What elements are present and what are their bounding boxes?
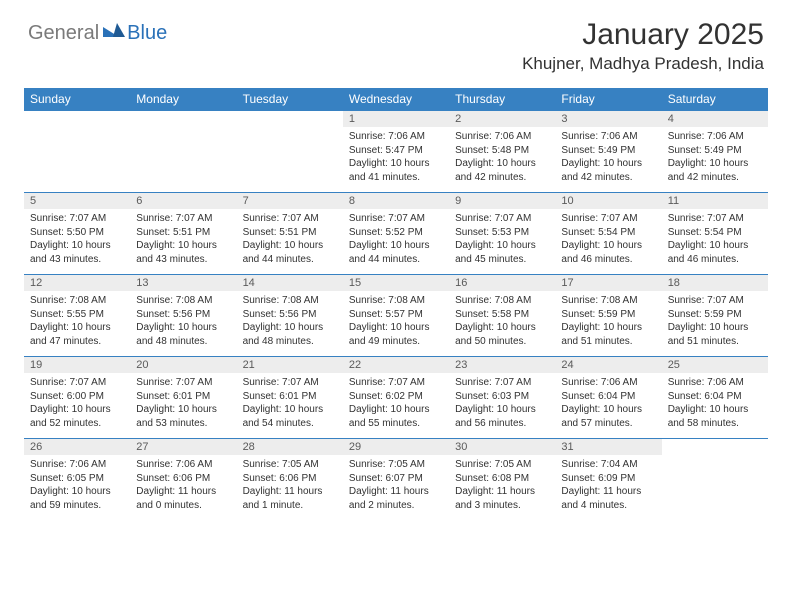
day-info-cell: Sunrise: 7:07 AMSunset: 6:01 PMDaylight:… <box>237 373 343 439</box>
day-number-cell: 8 <box>343 193 449 210</box>
col-friday: Friday <box>555 88 661 111</box>
calendar-table: Sunday Monday Tuesday Wednesday Thursday… <box>24 88 768 520</box>
day-info-cell: Sunrise: 7:08 AMSunset: 5:59 PMDaylight:… <box>555 291 661 357</box>
day-info-cell: Sunrise: 7:08 AMSunset: 5:57 PMDaylight:… <box>343 291 449 357</box>
day-info-cell: Sunrise: 7:07 AMSunset: 6:02 PMDaylight:… <box>343 373 449 439</box>
day-info-cell: Sunrise: 7:07 AMSunset: 5:51 PMDaylight:… <box>130 209 236 275</box>
day-info-cell: Sunrise: 7:06 AMSunset: 6:04 PMDaylight:… <box>555 373 661 439</box>
day-number-cell: 13 <box>130 275 236 292</box>
day-number-cell: 16 <box>449 275 555 292</box>
col-tuesday: Tuesday <box>237 88 343 111</box>
day-info-cell: Sunrise: 7:06 AMSunset: 6:05 PMDaylight:… <box>24 455 130 520</box>
day-number-cell: 28 <box>237 439 343 456</box>
day-number-cell: 1 <box>343 111 449 128</box>
day-info-cell: Sunrise: 7:04 AMSunset: 6:09 PMDaylight:… <box>555 455 661 520</box>
day-number-cell: 24 <box>555 357 661 374</box>
day-number-row: 12131415161718 <box>24 275 768 292</box>
day-info-cell: Sunrise: 7:06 AMSunset: 5:49 PMDaylight:… <box>555 127 661 193</box>
day-number-row: 19202122232425 <box>24 357 768 374</box>
day-info-cell: Sunrise: 7:07 AMSunset: 5:59 PMDaylight:… <box>662 291 768 357</box>
day-info-row: Sunrise: 7:07 AMSunset: 6:00 PMDaylight:… <box>24 373 768 439</box>
day-info-cell: Sunrise: 7:06 AMSunset: 5:49 PMDaylight:… <box>662 127 768 193</box>
title-block: January 2025 Khujner, Madhya Pradesh, In… <box>522 18 764 74</box>
brand-part1: General <box>28 22 99 45</box>
day-number-cell: 17 <box>555 275 661 292</box>
day-number-cell: 22 <box>343 357 449 374</box>
day-info-cell <box>130 127 236 193</box>
day-info-cell <box>237 127 343 193</box>
day-info-cell: Sunrise: 7:07 AMSunset: 5:54 PMDaylight:… <box>662 209 768 275</box>
brand-part2: Blue <box>127 22 167 45</box>
location-subtitle: Khujner, Madhya Pradesh, India <box>522 54 764 74</box>
day-number-cell: 27 <box>130 439 236 456</box>
day-info-cell: Sunrise: 7:05 AMSunset: 6:06 PMDaylight:… <box>237 455 343 520</box>
col-sunday: Sunday <box>24 88 130 111</box>
day-number-cell: 23 <box>449 357 555 374</box>
day-number-cell: 5 <box>24 193 130 210</box>
day-number-row: 567891011 <box>24 193 768 210</box>
day-number-cell: 26 <box>24 439 130 456</box>
day-number-cell: 3 <box>555 111 661 128</box>
day-number-cell: 19 <box>24 357 130 374</box>
day-info-cell: Sunrise: 7:07 AMSunset: 5:54 PMDaylight:… <box>555 209 661 275</box>
day-info-cell: Sunrise: 7:06 AMSunset: 5:48 PMDaylight:… <box>449 127 555 193</box>
month-title: January 2025 <box>522 18 764 52</box>
day-number-cell: 14 <box>237 275 343 292</box>
day-number-cell <box>24 111 130 128</box>
weekday-header-row: Sunday Monday Tuesday Wednesday Thursday… <box>24 88 768 111</box>
day-number-cell: 4 <box>662 111 768 128</box>
day-info-row: Sunrise: 7:08 AMSunset: 5:55 PMDaylight:… <box>24 291 768 357</box>
col-thursday: Thursday <box>449 88 555 111</box>
day-number-cell: 15 <box>343 275 449 292</box>
day-info-cell: Sunrise: 7:08 AMSunset: 5:58 PMDaylight:… <box>449 291 555 357</box>
day-info-cell <box>24 127 130 193</box>
day-info-cell: Sunrise: 7:08 AMSunset: 5:55 PMDaylight:… <box>24 291 130 357</box>
day-info-cell: Sunrise: 7:07 AMSunset: 5:52 PMDaylight:… <box>343 209 449 275</box>
day-number-cell <box>130 111 236 128</box>
day-number-cell: 18 <box>662 275 768 292</box>
day-info-cell: Sunrise: 7:06 AMSunset: 6:04 PMDaylight:… <box>662 373 768 439</box>
day-number-cell: 31 <box>555 439 661 456</box>
day-info-cell: Sunrise: 7:07 AMSunset: 6:03 PMDaylight:… <box>449 373 555 439</box>
day-number-cell: 9 <box>449 193 555 210</box>
day-number-cell: 25 <box>662 357 768 374</box>
day-info-cell: Sunrise: 7:08 AMSunset: 5:56 PMDaylight:… <box>130 291 236 357</box>
brand-icon <box>103 23 125 44</box>
col-monday: Monday <box>130 88 236 111</box>
col-saturday: Saturday <box>662 88 768 111</box>
page-header: General Blue January 2025 Khujner, Madhy… <box>0 0 792 78</box>
day-info-cell: Sunrise: 7:07 AMSunset: 6:01 PMDaylight:… <box>130 373 236 439</box>
day-number-cell: 10 <box>555 193 661 210</box>
day-info-cell: Sunrise: 7:07 AMSunset: 5:53 PMDaylight:… <box>449 209 555 275</box>
brand-logo: General Blue <box>28 22 167 45</box>
day-info-cell: Sunrise: 7:07 AMSunset: 5:51 PMDaylight:… <box>237 209 343 275</box>
day-number-cell: 30 <box>449 439 555 456</box>
day-info-row: Sunrise: 7:07 AMSunset: 5:50 PMDaylight:… <box>24 209 768 275</box>
day-number-cell: 2 <box>449 111 555 128</box>
day-number-cell: 12 <box>24 275 130 292</box>
day-info-cell: Sunrise: 7:06 AMSunset: 5:47 PMDaylight:… <box>343 127 449 193</box>
day-number-cell: 21 <box>237 357 343 374</box>
day-number-row: 262728293031 <box>24 439 768 456</box>
day-info-cell: Sunrise: 7:07 AMSunset: 6:00 PMDaylight:… <box>24 373 130 439</box>
day-info-cell <box>662 455 768 520</box>
day-number-cell: 11 <box>662 193 768 210</box>
day-info-cell: Sunrise: 7:07 AMSunset: 5:50 PMDaylight:… <box>24 209 130 275</box>
day-number-cell: 7 <box>237 193 343 210</box>
day-info-row: Sunrise: 7:06 AMSunset: 5:47 PMDaylight:… <box>24 127 768 193</box>
calendar-body: 1234Sunrise: 7:06 AMSunset: 5:47 PMDayli… <box>24 111 768 521</box>
day-number-cell <box>662 439 768 456</box>
day-info-cell: Sunrise: 7:06 AMSunset: 6:06 PMDaylight:… <box>130 455 236 520</box>
day-number-row: 1234 <box>24 111 768 128</box>
day-info-cell: Sunrise: 7:08 AMSunset: 5:56 PMDaylight:… <box>237 291 343 357</box>
day-number-cell: 20 <box>130 357 236 374</box>
day-number-cell: 29 <box>343 439 449 456</box>
day-info-row: Sunrise: 7:06 AMSunset: 6:05 PMDaylight:… <box>24 455 768 520</box>
day-info-cell: Sunrise: 7:05 AMSunset: 6:07 PMDaylight:… <box>343 455 449 520</box>
day-info-cell: Sunrise: 7:05 AMSunset: 6:08 PMDaylight:… <box>449 455 555 520</box>
col-wednesday: Wednesday <box>343 88 449 111</box>
day-number-cell <box>237 111 343 128</box>
day-number-cell: 6 <box>130 193 236 210</box>
